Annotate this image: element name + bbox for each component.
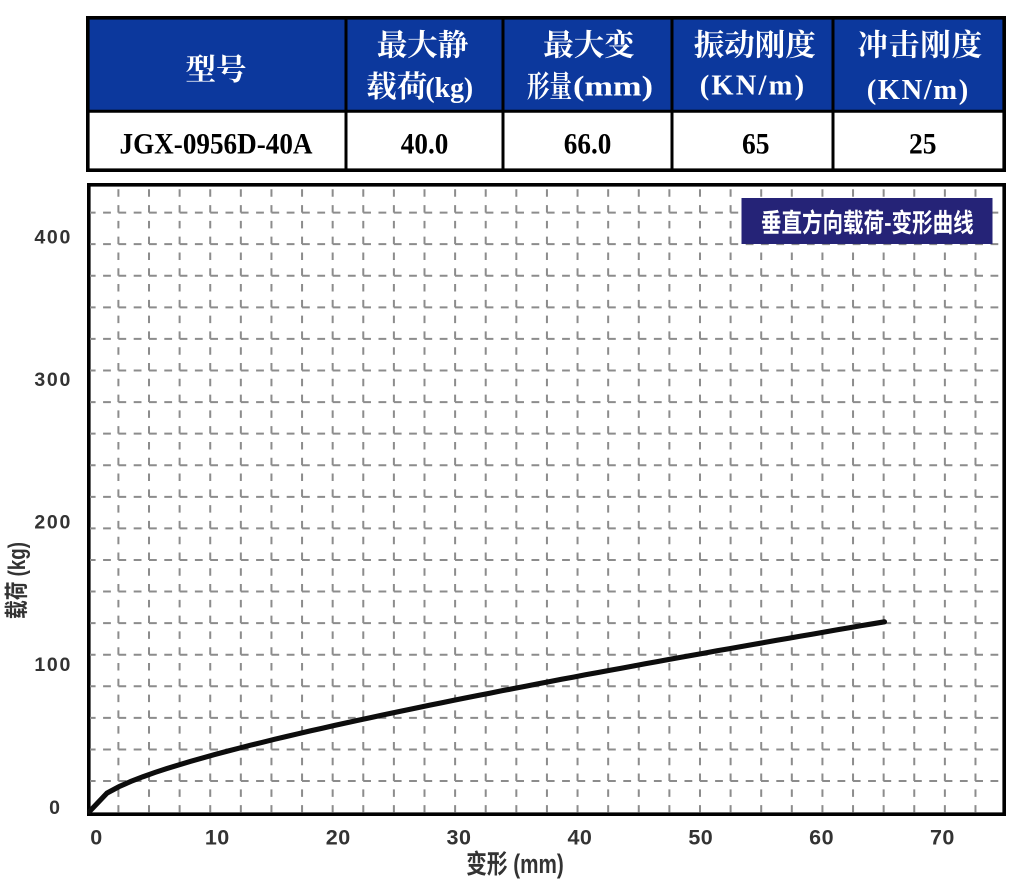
svg-text:0: 0: [49, 797, 62, 819]
svg-text:66.0: 66.0: [564, 129, 612, 161]
svg-text:10: 10: [205, 825, 230, 849]
svg-text:70: 70: [930, 825, 955, 849]
svg-text:(mm): (mm): [508, 850, 564, 879]
svg-text:400: 400: [34, 227, 72, 249]
svg-text:65: 65: [742, 129, 770, 161]
svg-text:40.0: 40.0: [401, 129, 449, 161]
svg-text:30: 30: [447, 825, 472, 849]
svg-text:(mm): (mm): [573, 70, 653, 102]
svg-text:20: 20: [326, 825, 351, 849]
svg-text:0: 0: [90, 825, 102, 849]
svg-text:25: 25: [909, 129, 937, 161]
svg-text:(kg): (kg): [425, 73, 473, 104]
svg-text:300: 300: [34, 369, 72, 391]
svg-text:60: 60: [809, 825, 834, 849]
svg-text:(KN/m): (KN/m): [700, 71, 807, 102]
svg-text:(KN/m): (KN/m): [867, 75, 970, 106]
svg-text:200: 200: [34, 512, 72, 534]
svg-text:100: 100: [34, 654, 72, 676]
svg-text:JGX-0956D-40A: JGX-0956D-40A: [120, 129, 314, 161]
svg-text:40: 40: [567, 825, 592, 849]
svg-text:50: 50: [688, 825, 713, 849]
svg-text:(kg): (kg): [4, 542, 31, 582]
